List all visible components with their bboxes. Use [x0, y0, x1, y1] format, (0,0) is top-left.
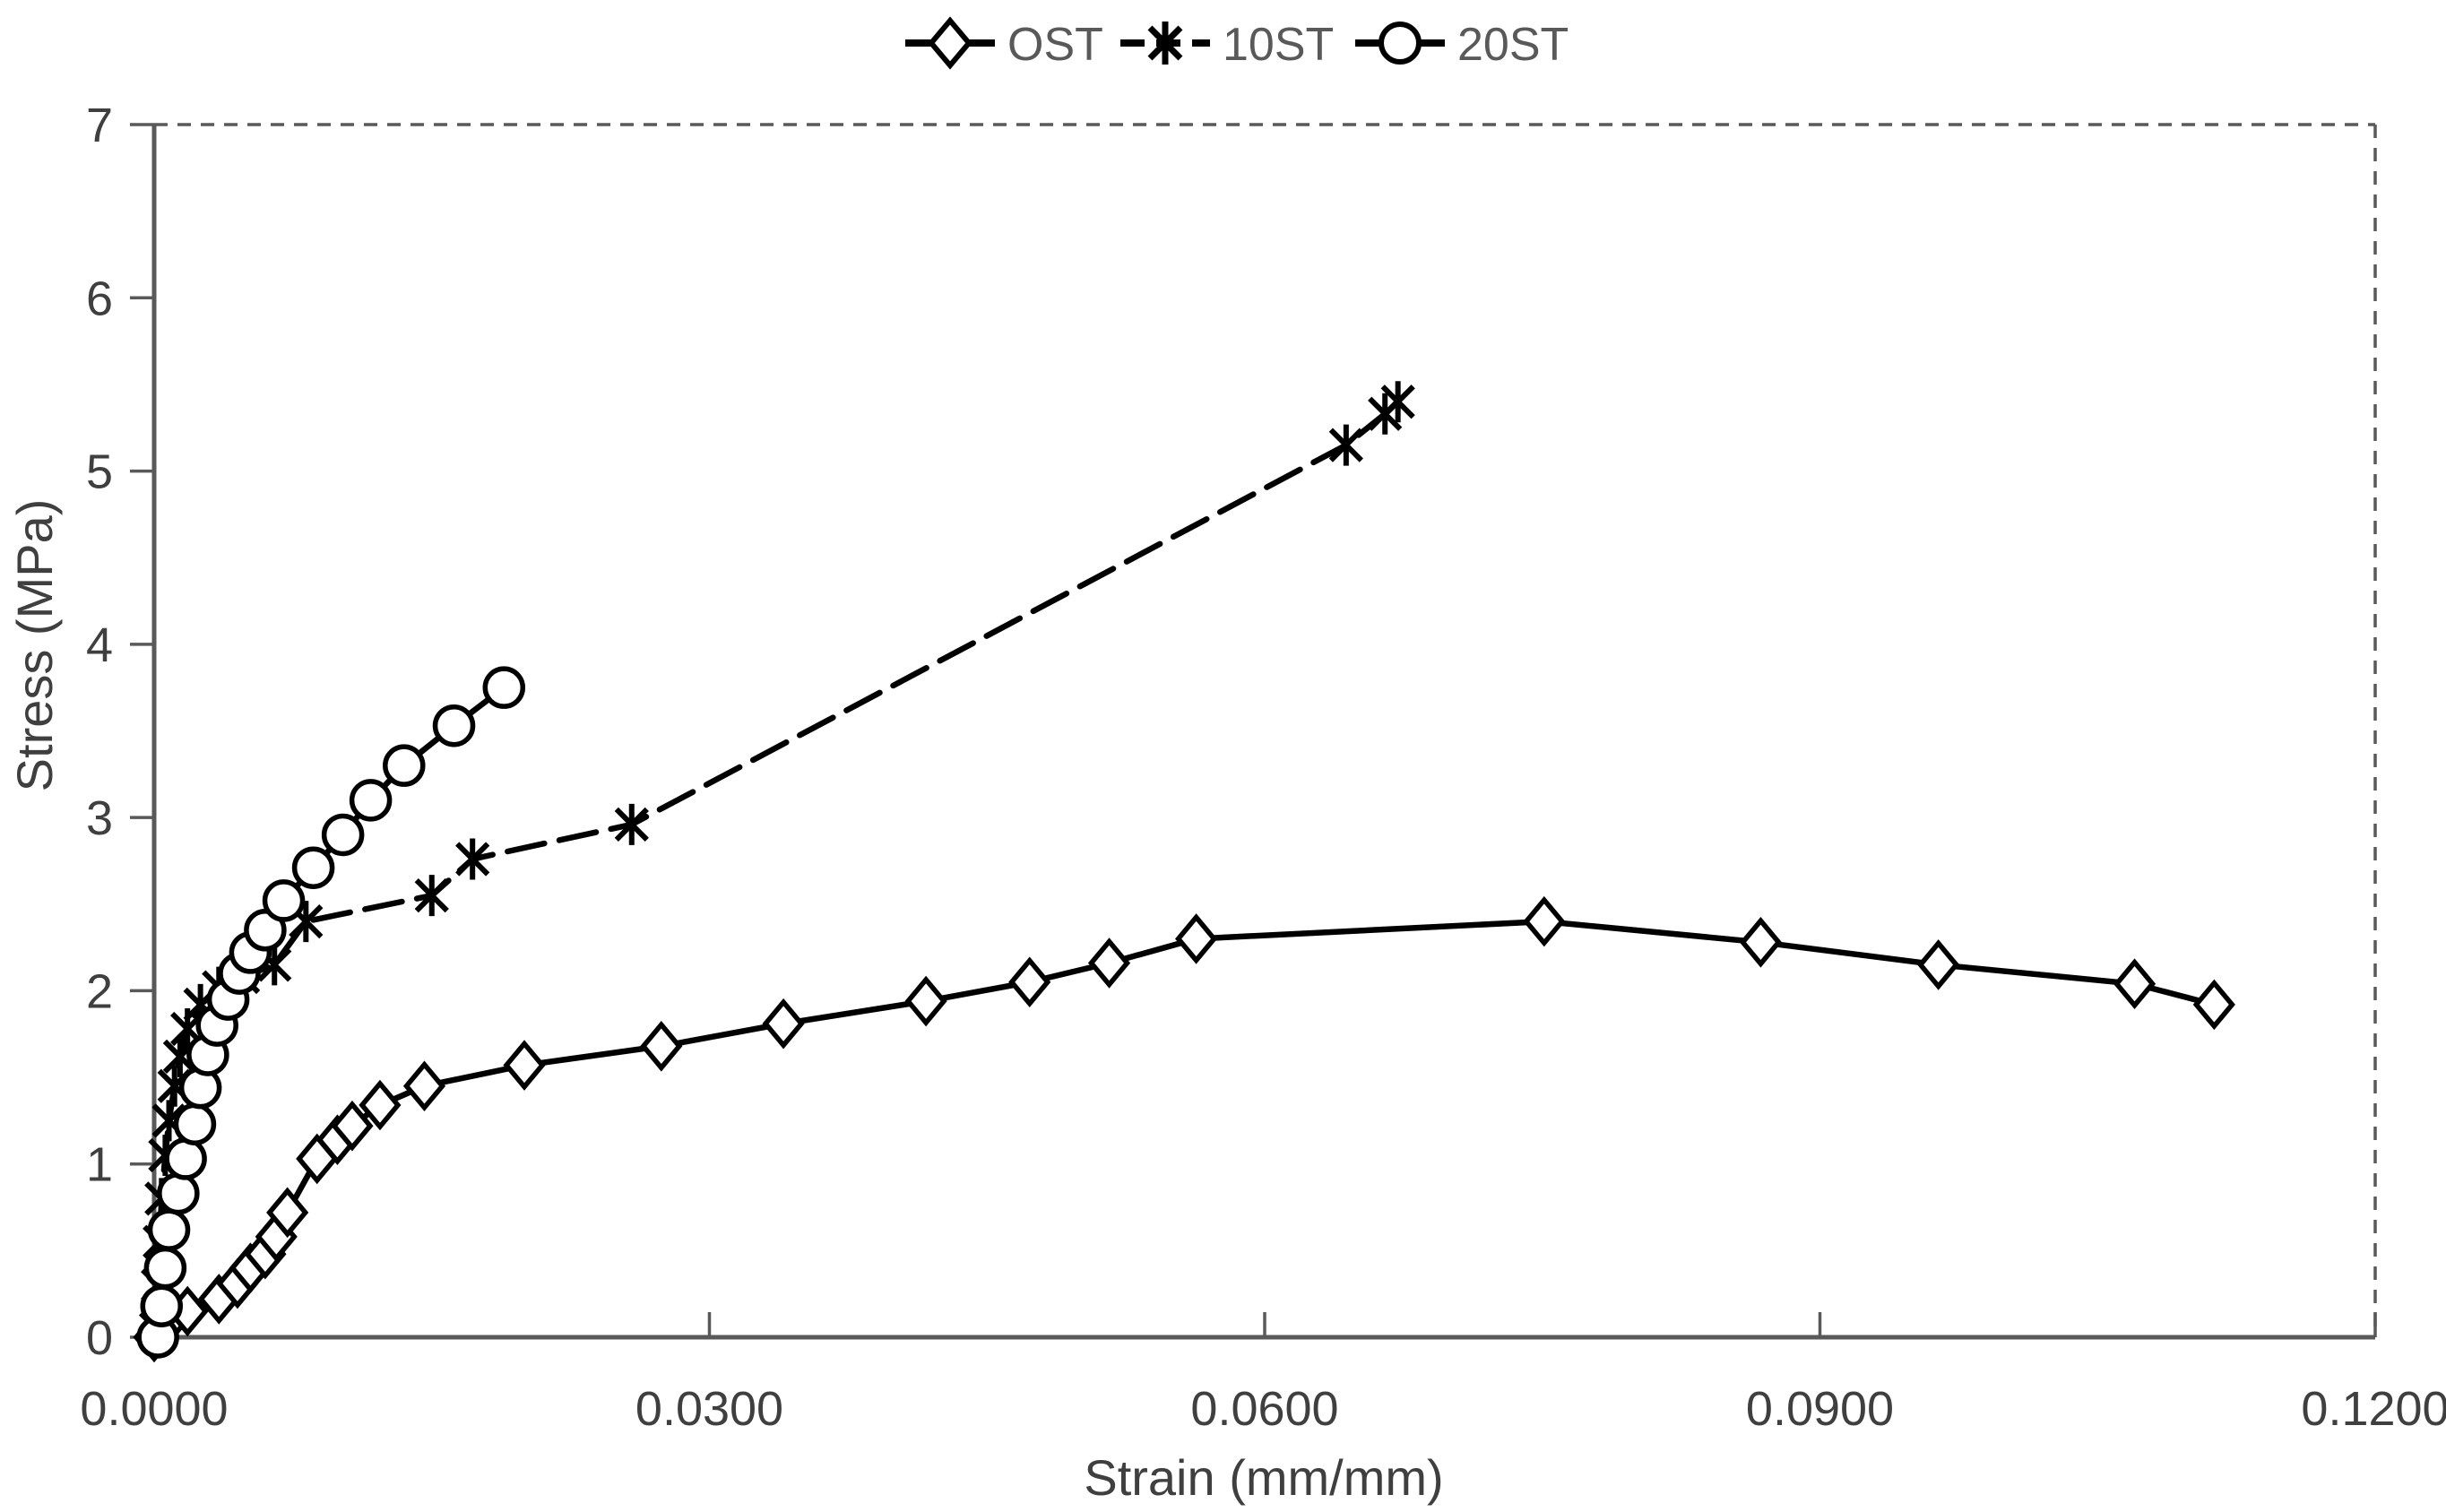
y-tick-label: 3 — [86, 791, 113, 845]
y-tick-label: 5 — [86, 445, 113, 499]
legend-label-ost: OST — [1007, 19, 1103, 71]
diamond-marker-icon — [928, 16, 972, 70]
circle-marker-icon — [383, 744, 426, 787]
y-tick-label: 4 — [86, 618, 113, 672]
circle-marker-icon — [147, 1208, 191, 1251]
legend: OST 10ST 20ST — [905, 16, 1569, 71]
legend-item-20st: 20ST — [1355, 19, 1569, 71]
diamond-marker-icon — [2192, 979, 2235, 1031]
asterisk-marker-icon — [614, 807, 649, 842]
asterisk-marker-icon — [1328, 428, 1363, 462]
y-tick-label: 6 — [86, 272, 113, 325]
y-tick-label: 7 — [86, 99, 113, 152]
circle-marker-icon — [244, 909, 287, 952]
asterisk-marker-icon — [1147, 22, 1183, 65]
asterisk-marker-icon — [1380, 384, 1415, 419]
diamond-marker-icon — [1175, 913, 1218, 964]
legend-label-10st: 10ST — [1223, 19, 1334, 71]
diamond-marker-icon — [266, 1187, 309, 1239]
diamond-marker-icon — [1008, 956, 1051, 1008]
asterisk-marker-icon — [455, 842, 490, 877]
diamond-marker-icon — [402, 1060, 446, 1112]
diamond-marker-icon — [1917, 939, 1960, 990]
circle-marker-icon — [262, 879, 306, 922]
diamond-marker-icon — [359, 1079, 402, 1131]
circle-marker-icon — [291, 846, 335, 889]
y-axis-title: Stress (MPa) — [6, 499, 63, 792]
circle-marker-icon — [349, 779, 393, 822]
plot-area: 0 1 2 3 4 5 6 7 0.0000 0.0300 0.0600 0.0900 0.1200 — [80, 99, 2446, 1436]
x-tick-label: 0.1200 — [2301, 1382, 2446, 1436]
y-tick-label: 2 — [86, 964, 113, 1018]
circle-marker-icon — [482, 666, 526, 709]
x-tick-label: 0.0300 — [635, 1382, 783, 1436]
diamond-marker-icon — [1523, 895, 1566, 947]
diamond-marker-icon — [640, 1020, 683, 1072]
x-tick-label: 0.0600 — [1190, 1382, 1338, 1436]
legend-item-10st: 10ST — [1120, 19, 1334, 71]
x-tick-label: 0.0000 — [80, 1382, 228, 1436]
y-tick-label: 1 — [86, 1138, 113, 1192]
legend-item-ost: OST — [905, 16, 1103, 71]
x-axis-title: Strain (mm/mm) — [1084, 1449, 1443, 1506]
legend-label-20st: 20ST — [1457, 19, 1569, 71]
asterisk-marker-icon — [289, 903, 324, 939]
diamond-marker-icon — [503, 1040, 546, 1091]
circle-marker-icon — [321, 813, 365, 857]
circle-marker-icon — [164, 1137, 207, 1180]
x-tick-label: 0.0900 — [1746, 1382, 1894, 1436]
asterisk-marker-icon — [414, 878, 449, 913]
circle-marker-icon — [1379, 22, 1422, 65]
circle-marker-icon — [432, 704, 476, 747]
series-line-10st — [152, 399, 1401, 1332]
diamond-marker-icon — [331, 1100, 374, 1152]
circle-marker-icon — [143, 1246, 187, 1290]
circle-marker-icon — [157, 1171, 200, 1215]
asterisk-marker-icon — [257, 947, 292, 982]
circle-marker-icon — [140, 1284, 184, 1327]
diamond-marker-icon — [2113, 958, 2156, 1009]
y-tick-label: 0 — [86, 1311, 113, 1365]
diamond-marker-icon — [1739, 917, 1782, 968]
diamond-marker-icon — [762, 998, 805, 1050]
circle-marker-icon — [173, 1102, 217, 1146]
diamond-marker-icon — [904, 975, 947, 1027]
diamond-marker-icon — [1087, 937, 1131, 989]
series-line-ost — [151, 918, 2217, 1341]
